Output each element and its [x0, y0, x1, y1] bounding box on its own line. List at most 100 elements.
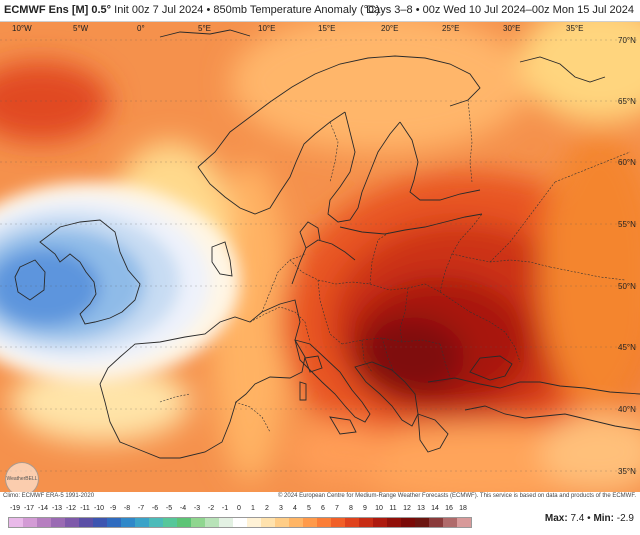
- legend-swatch: [149, 518, 163, 527]
- legend-swatch: [121, 518, 135, 527]
- legend-tick-label: 14: [431, 505, 439, 512]
- legend-swatch: [317, 518, 331, 527]
- legend-swatch: [401, 518, 415, 527]
- legend-colorbar: [8, 517, 472, 528]
- legend-tick-label: -9: [109, 505, 117, 512]
- color-legend: -19 -17 -14 -13 -12 -11 -10 -9 -8 -7 -6 -5 -4 -3 -2 -1 0…: [0, 502, 640, 535]
- legend-swatch: [275, 518, 289, 527]
- weatherbell-logo: WeatherBELL: [5, 462, 39, 492]
- legend-swatch: [205, 518, 219, 527]
- min-value: -2.9: [616, 513, 634, 524]
- legend-swatch: [219, 518, 233, 527]
- legend-swatch: [373, 518, 387, 527]
- map-panel: 10°W 5°W 0° 5°E 10°E 15°E 20°E 25°E 30°E…: [0, 22, 640, 492]
- legend-tick-label: -5: [165, 505, 173, 512]
- max-value: 7.4: [570, 513, 585, 524]
- legend-tick-label: 10: [375, 505, 383, 512]
- legend-tick-label: -4: [179, 505, 187, 512]
- lon-label-5e: 5°E: [198, 24, 211, 33]
- cold-anomaly: [0, 182, 240, 382]
- legend-swatch: [9, 518, 23, 527]
- valid-period: Days 3–8 • 00z Wed 10 Jul 2024–00z Mon 1…: [366, 4, 634, 16]
- lat-label-45n: 45°N: [618, 343, 636, 352]
- lon-label-35e: 35°E: [566, 24, 584, 33]
- legend-tick-label: -8: [123, 505, 131, 512]
- lat-label-35n: 35°N: [618, 467, 636, 476]
- legend-tick-label: -14: [37, 505, 49, 512]
- legend-swatch: [163, 518, 177, 527]
- legend-swatch: [23, 518, 37, 527]
- legend-swatch: [65, 518, 79, 527]
- legend-tick-label: 12: [403, 505, 411, 512]
- legend-tick-label: 7: [335, 505, 339, 512]
- anomaly-shading: [0, 22, 640, 492]
- legend-swatch: [107, 518, 121, 527]
- legend-tick-label: -7: [137, 505, 145, 512]
- model-name: ECMWF Ens [M] 0.5°: [4, 4, 112, 16]
- legend-swatch: [37, 518, 51, 527]
- legend-tick-label: 5: [307, 505, 311, 512]
- map-title: ECMWF Ens [M] 0.5° Init 00z 7 Jul 2024 •…: [4, 4, 380, 16]
- lat-label-50n: 50°N: [618, 282, 636, 291]
- legend-tick-label: 0: [237, 505, 241, 512]
- product-name: 850mb Temperature Anomaly (°C): [213, 4, 380, 16]
- legend-tick-label: -19: [9, 505, 21, 512]
- legend-swatch: [247, 518, 261, 527]
- legend-swatch: [331, 518, 345, 527]
- legend-tick-label: 4: [293, 505, 297, 512]
- legend-tick-label: 11: [389, 505, 397, 512]
- legend-swatch: [233, 518, 247, 527]
- copyright-note: © 2024 European Centre for Medium-Range …: [277, 493, 636, 499]
- legend-tick-label: -2: [207, 505, 215, 512]
- legend-tick-label: 9: [363, 505, 367, 512]
- legend-tick-label: 8: [349, 505, 353, 512]
- lat-label-65n: 65°N: [618, 97, 636, 106]
- lat-label-70n: 70°N: [618, 36, 636, 45]
- anomaly-map: [0, 22, 640, 492]
- graticule: [0, 39, 640, 472]
- lon-label-0: 0°: [137, 24, 145, 33]
- legend-tick-label: -11: [80, 505, 90, 512]
- min-label: Min:: [593, 513, 614, 524]
- legend-swatch: [415, 518, 429, 527]
- lat-label-55n: 55°N: [618, 220, 636, 229]
- legend-swatch: [443, 518, 457, 527]
- credits-bar: Climo: ECMWF ERA-5 1991-2020 © 2024 Euro…: [0, 492, 640, 502]
- legend-tick-label: 13: [417, 505, 425, 512]
- legend-swatch: [79, 518, 93, 527]
- lon-label-10w: 10°W: [12, 24, 32, 33]
- max-label: Max:: [544, 513, 568, 524]
- legend-tick-label: 18: [459, 505, 467, 512]
- lon-label-20e: 20°E: [381, 24, 399, 33]
- lat-label-40n: 40°N: [618, 405, 636, 414]
- legend-swatch: [191, 518, 205, 527]
- legend-swatch: [177, 518, 191, 527]
- legend-tick-label: 2: [265, 505, 269, 512]
- lon-label-15e: 15°E: [318, 24, 336, 33]
- lat-label-60n: 60°N: [618, 158, 636, 167]
- climo-note: Climo: ECMWF ERA-5 1991-2020: [3, 493, 95, 499]
- max-min-readout: Max: 7.4 • Min: -2.9: [544, 513, 634, 524]
- legend-swatch: [387, 518, 401, 527]
- legend-tick-label: 1: [251, 505, 255, 512]
- legend-tick-label: -10: [93, 505, 105, 512]
- header-bar: ECMWF Ens [M] 0.5° Init 00z 7 Jul 2024 •…: [0, 0, 640, 22]
- coastlines: [14, 29, 640, 459]
- legend-swatch: [429, 518, 443, 527]
- legend-swatch: [51, 518, 65, 527]
- legend-swatch: [289, 518, 303, 527]
- legend-swatch: [93, 518, 107, 527]
- lon-label-25e: 25°E: [442, 24, 460, 33]
- legend-tick-label: -1: [221, 505, 229, 512]
- legend-swatch: [345, 518, 359, 527]
- lon-label-5w: 5°W: [73, 24, 89, 33]
- lon-label-10e: 10°E: [258, 24, 276, 33]
- legend-tick-label: -12: [65, 505, 77, 512]
- legend-tick-label: 3: [279, 505, 283, 512]
- legend-tick-label: 6: [321, 505, 325, 512]
- legend-swatch: [457, 518, 471, 527]
- legend-swatch: [261, 518, 275, 527]
- legend-swatch: [303, 518, 317, 527]
- country-borders: [159, 99, 631, 433]
- legend-tick-label: -13: [51, 505, 63, 512]
